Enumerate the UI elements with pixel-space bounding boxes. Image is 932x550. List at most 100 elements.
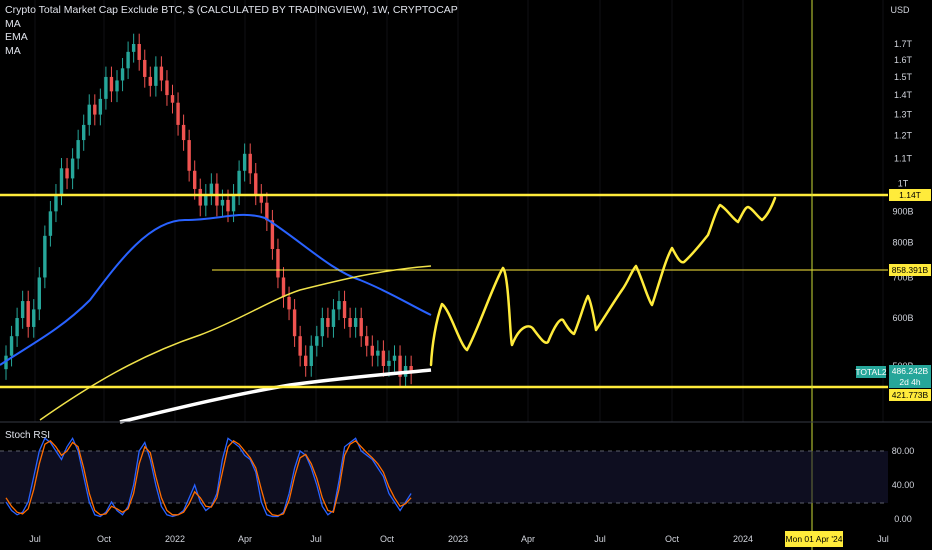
candle-body [359, 318, 363, 337]
candle-body [120, 68, 125, 81]
candle-body [376, 350, 380, 356]
y-tick-label: 700B [892, 272, 913, 282]
ma-line [0, 213, 432, 366]
candle-body [26, 301, 30, 327]
axis-unit-label: USD [890, 5, 910, 15]
price-label-text: 421.773B [892, 390, 929, 400]
y-tick-label: 900B [892, 206, 913, 216]
symbol-title[interactable]: Crypto Total Market Cap Exclude BTC, $ (… [5, 4, 458, 16]
candle-body [32, 309, 36, 327]
candle-body [304, 355, 308, 366]
candle-body [309, 345, 313, 366]
price-label-text: 1.14T [899, 190, 921, 200]
x-tick-label: 2022 [165, 534, 185, 544]
x-tick-label: Jul [29, 534, 41, 544]
x-tick-label: Apr [521, 534, 535, 544]
candle-body [409, 366, 413, 374]
ema-line [39, 265, 432, 421]
candle-body [187, 140, 191, 171]
candle-body [131, 44, 136, 52]
candle-body [276, 248, 280, 278]
candle-body [292, 309, 297, 337]
projection-drawing[interactable] [429, 196, 777, 367]
rsi-axis[interactable]: 80.00 40.00 0.00 [892, 446, 915, 524]
candle-body [43, 235, 47, 278]
candle-body [209, 183, 214, 195]
candle-body [392, 355, 397, 361]
candle-body [281, 277, 286, 297]
candle-body [204, 194, 208, 206]
candle-body [104, 76, 108, 99]
y-tick-label: 1.6T [894, 55, 913, 65]
candle-body [254, 173, 258, 195]
rsi-tick-label: 40.00 [892, 480, 915, 490]
time-axis[interactable]: Jul Oct 2022 Apr Jul Oct 2023 Apr Jul Oct 2024 Jul [29, 534, 889, 544]
x-tick-label: Jul [877, 534, 889, 544]
y-tick-label: 1.5T [894, 72, 913, 82]
candle-body [170, 95, 175, 103]
price-label-box [889, 189, 931, 201]
candle-body [270, 220, 275, 249]
x-tick-label: Oct [665, 534, 680, 544]
candle-body [226, 199, 230, 212]
price-label-box [889, 376, 931, 388]
candle-body [298, 336, 302, 356]
x-tick-label: Apr [238, 534, 252, 544]
price-label-text: TOTAL2 [855, 367, 887, 377]
grid-lines [34, 0, 884, 422]
x-tick-label: Oct [380, 534, 395, 544]
candle-body [198, 188, 202, 206]
candle-body [331, 309, 336, 327]
candle-body [387, 360, 391, 366]
candle-body [348, 318, 352, 327]
stoch-d-line [5, 439, 412, 517]
candle-body [165, 80, 169, 96]
candle-body [115, 80, 119, 92]
candle-body [315, 336, 319, 346]
candle-body [98, 98, 103, 115]
price-label-text: 858.391B [892, 265, 929, 275]
candle-body [20, 301, 25, 319]
candle-body [326, 318, 330, 327]
candle-body [87, 104, 91, 125]
price-label-box [889, 389, 931, 401]
y-tick-label: 1T [898, 179, 909, 189]
candle-body [248, 153, 252, 174]
candle-body [259, 194, 263, 203]
candle-body [337, 301, 341, 310]
price-axis[interactable]: USD 1.7T 1.6T 1.5T 1.4T 1.3T 1.2T 1.1T 1T 900B 800… [890, 5, 913, 371]
candle-body [398, 355, 402, 377]
y-tick-label: 1.4T [894, 90, 913, 100]
indicator-ma-2[interactable]: MA [5, 44, 21, 57]
candle-body [342, 301, 347, 319]
candle-body [231, 194, 236, 212]
y-tick-label: 600B [892, 313, 913, 323]
candle-body [320, 318, 325, 337]
candle-body [148, 76, 152, 86]
price-label-box [889, 264, 931, 276]
candle-body [48, 211, 53, 236]
x-tick-label: 2023 [448, 534, 468, 544]
candle-body [59, 168, 64, 195]
price-label-box [856, 366, 886, 378]
indicator-ma[interactable]: MA [5, 17, 21, 30]
candle-body [15, 318, 19, 337]
candle-body [76, 140, 80, 159]
candle-body [193, 170, 197, 189]
candle-body [137, 44, 141, 60]
crosshair-date-badge: Mon 01 Apr '24 [785, 531, 843, 547]
rsi-tick-label: 0.00 [894, 514, 912, 524]
candle-body [242, 153, 247, 171]
candle-body [237, 170, 241, 195]
candle-body [93, 104, 97, 115]
chart-legend: Crypto Total Market Cap Exclude BTC, $ (… [5, 4, 458, 58]
y-tick-label: 1.1T [894, 154, 913, 164]
indicator-ema[interactable]: EMA [5, 31, 28, 43]
candle-body [287, 296, 291, 310]
candle-body [181, 124, 186, 141]
candle-body [65, 168, 69, 179]
candle-body [381, 350, 386, 366]
stoch-rsi-title[interactable]: Stoch RSI [5, 430, 51, 441]
